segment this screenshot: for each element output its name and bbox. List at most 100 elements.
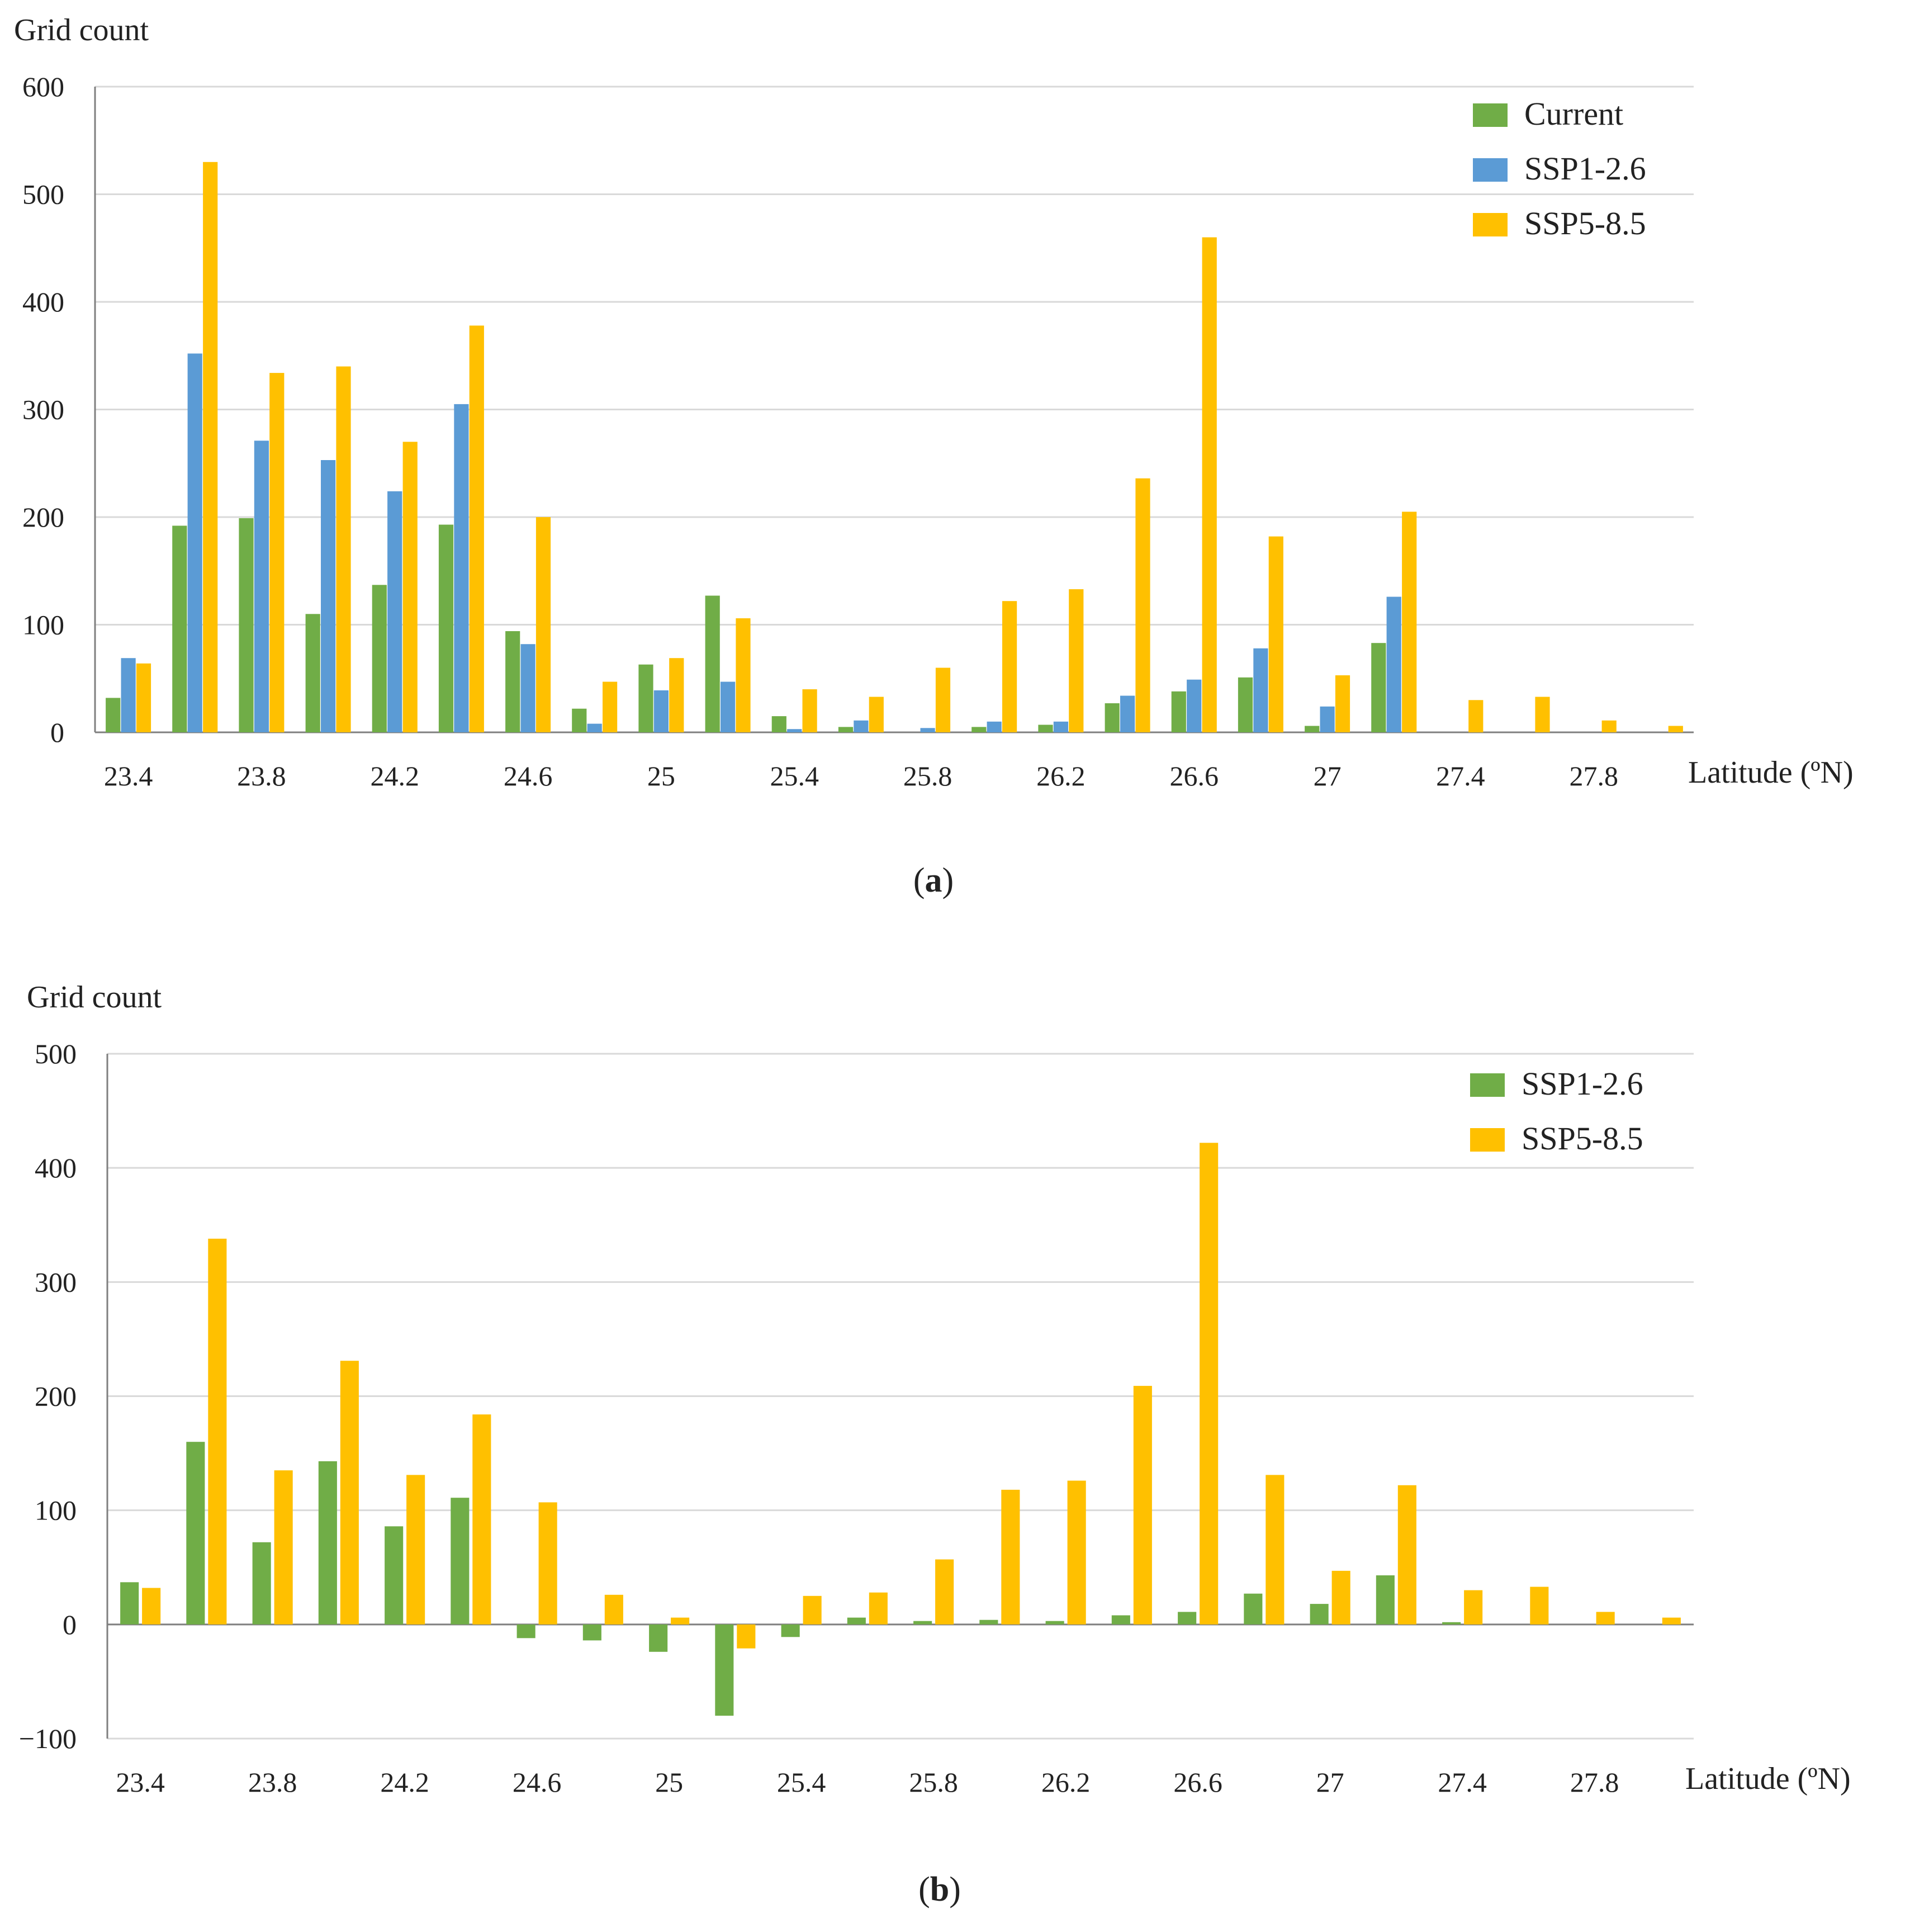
legend-label: SSP1-2.6 (1524, 150, 1646, 187)
x-tick-label: 24.2 (380, 1767, 429, 1798)
bar (1238, 677, 1253, 732)
legend-label: SSP1-2.6 (1522, 1066, 1643, 1102)
bar (106, 698, 121, 732)
x-tick-label: 25.4 (770, 760, 819, 792)
x-tick-label: 27 (1316, 1767, 1344, 1798)
bar (1045, 1621, 1064, 1625)
x-tick-label: 27 (1314, 760, 1342, 792)
legend-swatch (1473, 213, 1508, 236)
bar (1310, 1604, 1329, 1625)
x-tick-label: 26.6 (1173, 1767, 1222, 1798)
bar (454, 404, 469, 732)
bar (1253, 648, 1268, 732)
bar (771, 716, 786, 732)
bar (787, 729, 802, 732)
bar (1244, 1593, 1263, 1625)
x-tick-label: 25 (647, 760, 675, 792)
x-tick-label: 24.2 (371, 760, 420, 792)
bar (803, 1595, 822, 1625)
bar (1111, 1615, 1130, 1625)
x-tick-label: 23.4 (116, 1767, 165, 1798)
bar (438, 524, 454, 732)
bar (1105, 703, 1120, 732)
y-tick-label: 200 (35, 1381, 77, 1412)
bar (638, 664, 653, 732)
bar (1335, 675, 1350, 732)
bar (1464, 1590, 1483, 1625)
bar (971, 727, 987, 732)
bar (1038, 724, 1053, 732)
bar (1187, 679, 1202, 732)
x-tick-label: 25.8 (903, 760, 952, 792)
bar (781, 1624, 800, 1637)
x-tick-label: 23.8 (248, 1767, 297, 1798)
bar (653, 690, 669, 732)
bar (402, 442, 418, 733)
bar (705, 595, 720, 732)
y-tick-label: 300 (22, 394, 64, 425)
y-axis-title: Grid count (27, 980, 162, 1015)
bar (847, 1617, 866, 1625)
legend-label: SSP5-8.5 (1522, 1120, 1643, 1157)
bar (587, 723, 602, 732)
bar (520, 644, 535, 732)
panel-label: (a) (913, 861, 954, 899)
bar (318, 1461, 337, 1625)
bar (340, 1361, 359, 1625)
bar (254, 441, 269, 732)
bar (1178, 1612, 1197, 1625)
bar (1601, 720, 1617, 732)
bar (239, 518, 254, 732)
bar (920, 728, 935, 732)
bar (603, 681, 618, 732)
bar (1069, 589, 1084, 732)
legend-swatch (1470, 1073, 1505, 1097)
x-tick-label: 26.2 (1041, 1767, 1091, 1798)
bar (1668, 726, 1683, 732)
bar (987, 721, 1002, 733)
bar (336, 366, 351, 732)
x-tick-label: 23.8 (237, 760, 286, 792)
bar (979, 1620, 998, 1625)
bar (854, 720, 869, 732)
bar (869, 697, 884, 732)
bar (269, 373, 285, 732)
x-tick-label: 27.4 (1438, 1767, 1487, 1798)
bar (715, 1624, 734, 1716)
bar (472, 1414, 491, 1625)
bar (516, 1624, 535, 1639)
x-tick-label: 24.6 (513, 1767, 562, 1798)
bar (186, 1442, 205, 1625)
bar (1331, 1570, 1350, 1625)
bar (1002, 601, 1017, 732)
y-tick-label: −100 (19, 1723, 77, 1754)
legend-label: SSP5-8.5 (1524, 205, 1646, 242)
x-tick-label: 25.4 (777, 1767, 826, 1798)
bar (582, 1624, 601, 1641)
bar (136, 663, 151, 732)
y-axis-title: Grid count (14, 13, 149, 48)
y-tick-label: 300 (35, 1266, 77, 1298)
y-tick-label: 500 (35, 1038, 77, 1069)
bar (305, 614, 320, 733)
y-tick-label: 100 (35, 1495, 77, 1526)
bar (838, 727, 854, 732)
bar (187, 353, 202, 732)
bar (387, 491, 402, 732)
bar (538, 1502, 557, 1625)
bar (451, 1498, 470, 1625)
bar (1535, 697, 1550, 732)
bar (736, 618, 751, 732)
bar (406, 1475, 425, 1625)
x-tick-label: 23.4 (104, 760, 153, 792)
bar (913, 1621, 932, 1625)
bar (1305, 726, 1320, 732)
legend-swatch (1473, 103, 1508, 127)
bar (649, 1624, 668, 1652)
bar (935, 1559, 954, 1625)
bar (142, 1588, 161, 1625)
bar (1596, 1612, 1615, 1625)
bar (1402, 512, 1417, 732)
bar (172, 525, 187, 732)
